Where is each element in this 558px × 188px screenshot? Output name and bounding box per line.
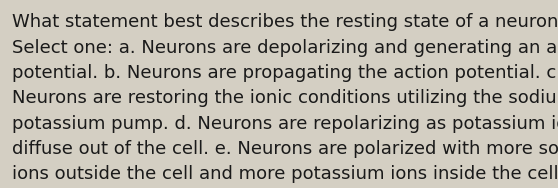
Text: potassium pump. d. Neurons are repolarizing as potassium ions: potassium pump. d. Neurons are repolariz…	[12, 115, 558, 133]
Text: Select one: a. Neurons are depolarizing and generating an action: Select one: a. Neurons are depolarizing …	[12, 39, 558, 57]
Text: ions outside the cell and more potassium ions inside the cell.: ions outside the cell and more potassium…	[12, 165, 558, 183]
Text: Neurons are restoring the ionic conditions utilizing the sodium-: Neurons are restoring the ionic conditio…	[12, 89, 558, 107]
Text: diffuse out of the cell. e. Neurons are polarized with more sodium: diffuse out of the cell. e. Neurons are …	[12, 140, 558, 158]
Text: What statement best describes the resting state of a neuron?: What statement best describes the restin…	[12, 13, 558, 31]
Text: potential. b. Neurons are propagating the action potential. c.: potential. b. Neurons are propagating th…	[12, 64, 558, 82]
